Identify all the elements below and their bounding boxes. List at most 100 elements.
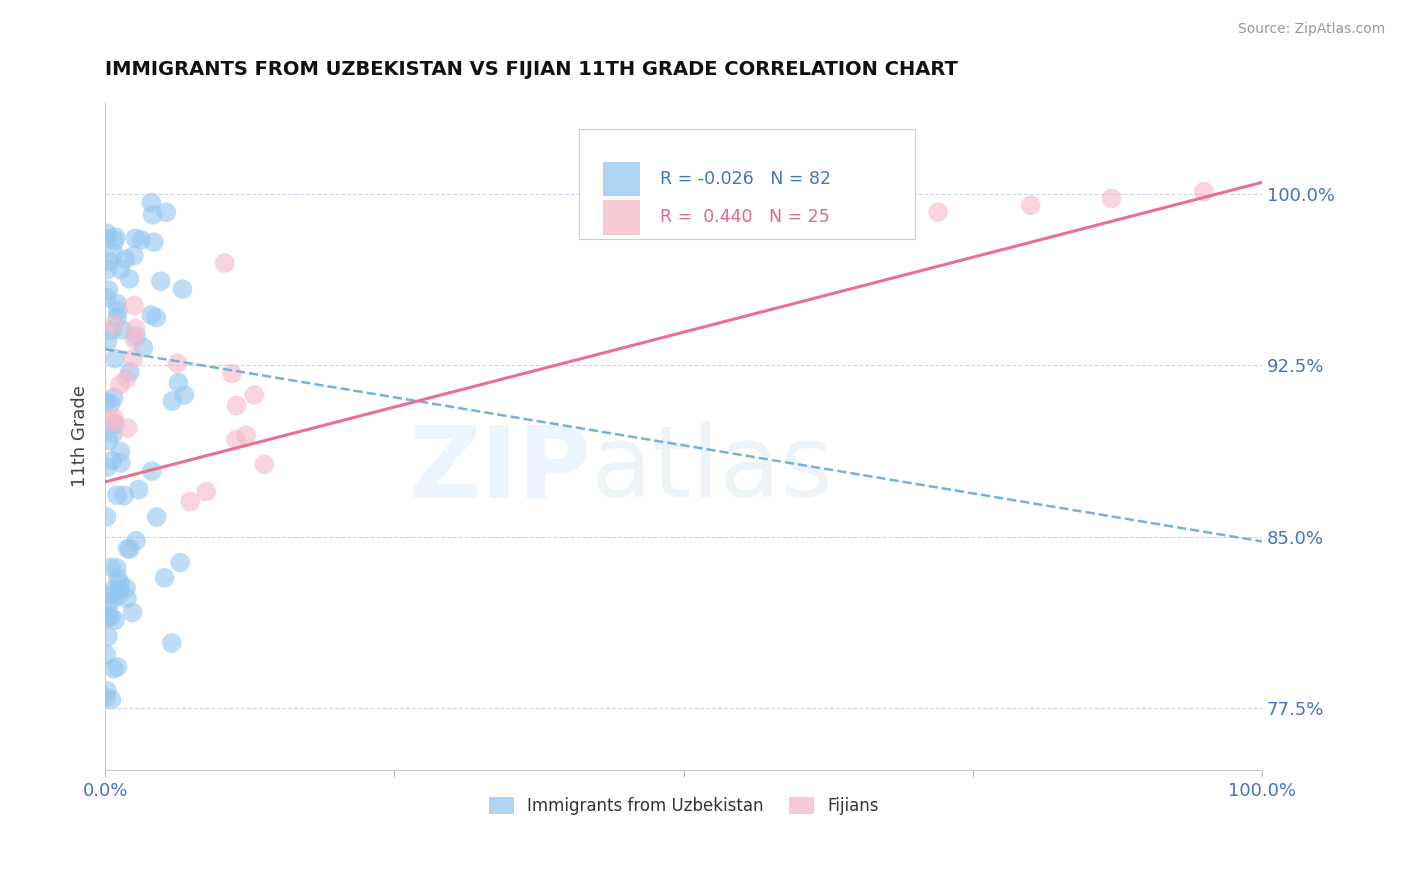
Text: atlas: atlas xyxy=(591,421,832,518)
Point xyxy=(179,494,201,508)
Point xyxy=(96,291,118,305)
Point xyxy=(103,411,125,425)
Point xyxy=(117,421,139,435)
Point xyxy=(96,648,118,662)
Point xyxy=(96,231,118,245)
Point xyxy=(104,417,127,432)
FancyBboxPatch shape xyxy=(579,129,915,239)
Point xyxy=(97,283,120,297)
Point xyxy=(1019,198,1042,212)
Point xyxy=(235,428,257,442)
Point xyxy=(139,308,162,322)
Point xyxy=(96,611,118,625)
Point xyxy=(103,318,125,333)
Point xyxy=(225,398,247,412)
Point xyxy=(96,599,118,614)
Point xyxy=(114,252,136,266)
Point xyxy=(125,329,148,343)
Point xyxy=(128,483,150,497)
Point xyxy=(173,388,195,402)
Point xyxy=(100,692,122,706)
Point xyxy=(100,324,122,338)
Point xyxy=(117,541,139,556)
Point xyxy=(118,272,141,286)
Point xyxy=(124,231,146,245)
Point xyxy=(107,303,129,318)
Point xyxy=(1101,191,1123,205)
Point xyxy=(118,541,141,556)
Point xyxy=(145,510,167,524)
Point xyxy=(96,460,118,475)
Point xyxy=(96,690,118,705)
Text: R = -0.026   N = 82: R = -0.026 N = 82 xyxy=(661,170,831,188)
Point xyxy=(96,395,118,409)
Point xyxy=(96,510,118,524)
Text: IMMIGRANTS FROM UZBEKISTAN VS FIJIAN 11TH GRADE CORRELATION CHART: IMMIGRANTS FROM UZBEKISTAN VS FIJIAN 11T… xyxy=(105,60,957,78)
Point xyxy=(927,205,949,219)
Point xyxy=(169,556,191,570)
Point xyxy=(225,433,247,447)
Point xyxy=(155,205,177,219)
Point xyxy=(108,582,131,597)
Point xyxy=(101,453,124,467)
Point xyxy=(115,372,138,386)
Point xyxy=(141,464,163,478)
Point xyxy=(100,595,122,609)
Point xyxy=(100,588,122,602)
Point xyxy=(221,367,243,381)
Point xyxy=(132,341,155,355)
Point xyxy=(122,351,145,366)
Point xyxy=(103,391,125,405)
Point xyxy=(104,230,127,244)
Point xyxy=(100,560,122,574)
Point xyxy=(111,323,134,337)
Point xyxy=(104,234,127,248)
Point xyxy=(100,396,122,410)
Point xyxy=(108,377,131,392)
Point xyxy=(142,208,165,222)
Point xyxy=(101,583,124,598)
Point xyxy=(195,484,218,499)
Point xyxy=(125,533,148,548)
Point xyxy=(253,458,276,472)
Text: Source: ZipAtlas.com: Source: ZipAtlas.com xyxy=(1237,22,1385,37)
Point xyxy=(115,591,138,606)
Point xyxy=(160,636,183,650)
Point xyxy=(172,282,194,296)
Point xyxy=(115,581,138,595)
Point xyxy=(167,376,190,390)
Point xyxy=(122,249,145,263)
Point xyxy=(108,576,131,591)
Point xyxy=(214,256,236,270)
Point xyxy=(142,235,165,249)
Point xyxy=(107,571,129,585)
Point xyxy=(96,684,118,698)
Point xyxy=(121,606,143,620)
Point xyxy=(153,571,176,585)
FancyBboxPatch shape xyxy=(603,200,640,235)
Point xyxy=(129,233,152,247)
Point xyxy=(96,227,118,241)
Legend: Immigrants from Uzbekistan, Fijians: Immigrants from Uzbekistan, Fijians xyxy=(482,790,884,822)
Point xyxy=(110,262,132,277)
Point xyxy=(118,365,141,379)
Point xyxy=(149,274,172,288)
Y-axis label: 11th Grade: 11th Grade xyxy=(72,385,89,487)
Point xyxy=(124,332,146,346)
Point xyxy=(103,662,125,676)
Point xyxy=(98,254,121,268)
Point xyxy=(101,426,124,441)
Point xyxy=(243,388,266,402)
Point xyxy=(124,321,146,335)
Point xyxy=(107,588,129,602)
Point xyxy=(105,488,128,502)
Point xyxy=(104,613,127,627)
Point xyxy=(101,415,124,429)
Point xyxy=(100,610,122,624)
Text: R =  0.440   N = 25: R = 0.440 N = 25 xyxy=(661,208,830,227)
Point xyxy=(97,610,120,624)
FancyBboxPatch shape xyxy=(603,161,640,196)
Point xyxy=(110,456,132,470)
Point xyxy=(166,356,188,370)
Point xyxy=(846,214,869,228)
